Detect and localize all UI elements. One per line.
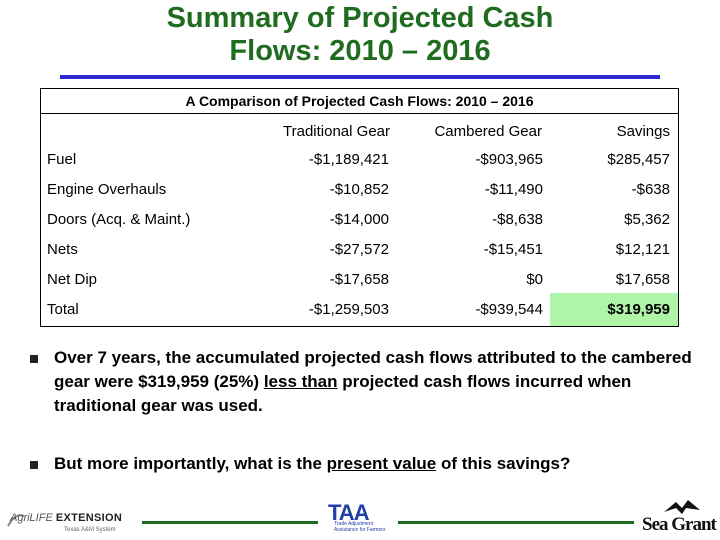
header-cambered-gear: Cambered Gear <box>434 123 542 140</box>
row-label-total: Total <box>47 301 79 318</box>
taa-logo: TAA Trade Adjustment Assistance for Farm… <box>328 500 386 533</box>
sea-grant-logo: Sea Grant <box>640 498 717 538</box>
bullet-text-1: Over 7 years, the accumulated projected … <box>54 348 692 415</box>
square-bullet-icon <box>30 461 38 469</box>
table-divider <box>41 113 678 114</box>
cell-doors-savings: $5,362 <box>624 211 670 228</box>
cell-fuel-cambered: -$903,965 <box>475 151 543 168</box>
bullet-text-2: But more importantly, what is the presen… <box>54 454 571 473</box>
cell-netdip-cambered: $0 <box>526 271 543 288</box>
footer-rule-left <box>142 521 318 524</box>
agrilife-swoosh-icon <box>7 514 25 527</box>
agrilife-extension-logo: AgriLIFE EXTENSION Texas A&M System <box>6 506 146 538</box>
slide-title-line-2: Flows: 2010 – 2016 <box>229 35 491 67</box>
total-savings-highlight <box>550 293 678 326</box>
cash-flow-table: A Comparison of Projected Cash Flows: 20… <box>40 88 679 327</box>
slide-title: Summary of Projected Cash Flows: 2010 – … <box>0 2 720 68</box>
square-bullet-icon <box>30 355 38 363</box>
cell-doors-cambered: -$8,638 <box>492 211 543 228</box>
cell-total-traditional: -$1,259,503 <box>308 301 389 318</box>
header-savings: Savings <box>616 123 670 140</box>
cell-doors-traditional: -$14,000 <box>329 211 389 228</box>
cell-engine-traditional: -$10,852 <box>329 181 389 198</box>
cell-nets-cambered: -$15,451 <box>483 241 543 258</box>
title-rule <box>60 75 660 79</box>
cell-total-savings: $319,959 <box>607 301 670 318</box>
row-label-fuel: Fuel <box>47 151 77 168</box>
cell-nets-savings: $12,121 <box>615 241 670 258</box>
cell-nets-traditional: -$27,572 <box>329 241 389 258</box>
slide-title-line-1: Summary of Projected Cash <box>166 2 554 34</box>
cell-netdip-savings: $17,658 <box>615 271 670 288</box>
row-label-nets: Nets <box>47 241 78 258</box>
header-traditional-gear: Traditional Gear <box>283 123 390 140</box>
cell-total-cambered: -$939,544 <box>475 301 543 318</box>
cell-fuel-traditional: -$1,189,421 <box>308 151 389 168</box>
row-label-doors: Doors (Acq. & Maint.) <box>47 211 191 228</box>
cell-netdip-traditional: -$17,658 <box>329 271 389 288</box>
row-label-net-dip: Net Dip <box>47 271 98 288</box>
cell-fuel-savings: $285,457 <box>607 151 670 168</box>
row-label-engine-overhauls: Engine Overhauls <box>47 181 167 198</box>
footer-rule-right <box>398 521 634 524</box>
cell-engine-savings: -$638 <box>631 181 670 198</box>
bird-icon <box>664 500 700 514</box>
cell-engine-cambered: -$11,490 <box>484 181 543 198</box>
table-title: A Comparison of Projected Cash Flows: 20… <box>185 93 534 109</box>
